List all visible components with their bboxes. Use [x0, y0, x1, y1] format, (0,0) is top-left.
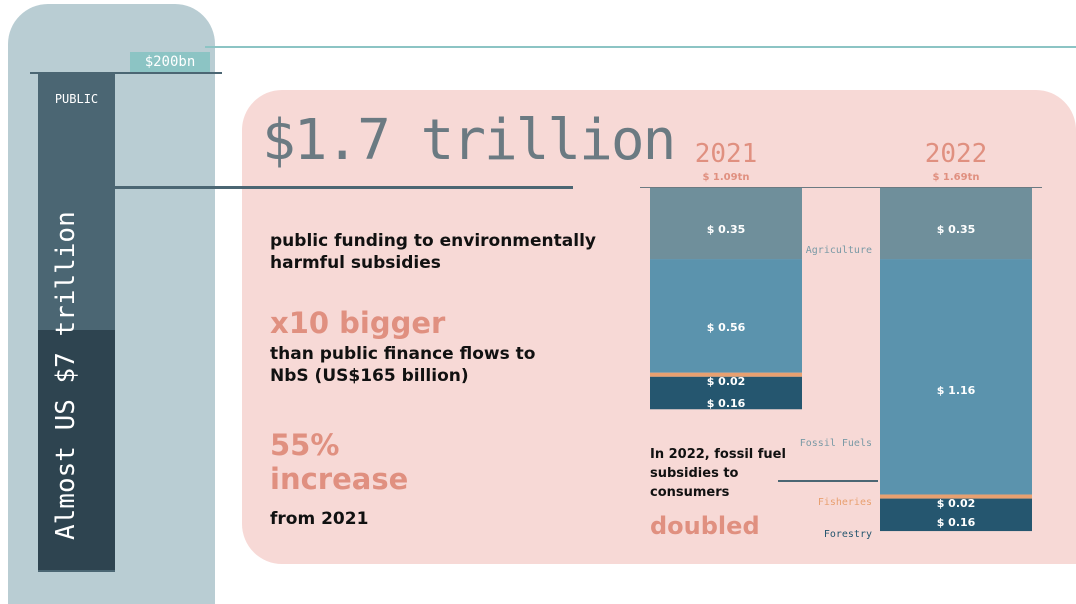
value-label-forestry-2022: $ 0.16	[937, 516, 976, 529]
public-line	[30, 72, 222, 74]
year-label-2022: 2022	[925, 139, 988, 169]
increase-text: from 2021	[270, 509, 369, 529]
fossil-note-heading: doubled	[650, 512, 760, 540]
bigger-text: than public finance flows to NbS (US$165…	[270, 344, 536, 386]
value-label-fossil-fuels-2021: $ 0.56	[707, 321, 746, 334]
public-column-lower	[38, 330, 115, 570]
value-label-agriculture-2021: $ 0.35	[707, 223, 746, 236]
bar-forestry-2022	[880, 498, 1032, 532]
chart-top-line	[640, 187, 1042, 188]
category-label-agriculture: Agriculture	[806, 245, 872, 256]
headline-line	[115, 186, 573, 189]
scale-line	[205, 46, 1076, 48]
scale-marker: $200bn	[130, 52, 210, 72]
bar-fisheries-2021	[650, 372, 802, 377]
bar-agriculture-2022	[880, 188, 1032, 260]
value-label-fossil-fuels-2022: $ 1.16	[937, 384, 976, 397]
bigger-heading: x10 bigger	[270, 306, 446, 340]
bar-fossil-fuels-2022	[880, 259, 1032, 495]
headline-title: $1.7 trillion	[262, 108, 676, 173]
year-total-2022: $ 1.69tn	[932, 172, 979, 183]
year-total-2021: $ 1.09tn	[702, 172, 749, 183]
fossil-note-text: In 2022, fossil fuel subsidies to consum…	[650, 447, 786, 500]
bar-fossil-fuels-2021	[650, 259, 802, 373]
bar-agriculture-2021	[650, 188, 802, 260]
subsidies-text: public funding to environmentally harmfu…	[270, 231, 596, 273]
value-label-forestry-2021: $ 0.16	[707, 397, 746, 410]
increase-heading: 55% increase	[270, 428, 409, 496]
bar-forestry-2021	[650, 376, 802, 410]
public-label: PUBLIC	[54, 92, 99, 106]
category-label-fisheries: Fisheries	[818, 497, 872, 508]
value-label-agriculture-2022: $ 0.35	[937, 223, 976, 236]
stacked-bar-chart: 2021 $ 1.09tn 2022 $ 1.69tn $ 0.16 $ 0.16 $ 0.…	[650, 139, 1032, 540]
category-label-forestry: Forestry	[824, 529, 872, 540]
year-label-2021: 2021	[695, 139, 758, 169]
value-label-fisheries-2022: $ 0.02	[937, 497, 976, 510]
bar-fisheries-2022	[880, 494, 1032, 499]
fossil-note-line	[778, 480, 878, 482]
category-label-fossil-fuels: Fossil Fuels	[800, 438, 872, 449]
value-label-fisheries-2021: $ 0.02	[707, 375, 746, 388]
